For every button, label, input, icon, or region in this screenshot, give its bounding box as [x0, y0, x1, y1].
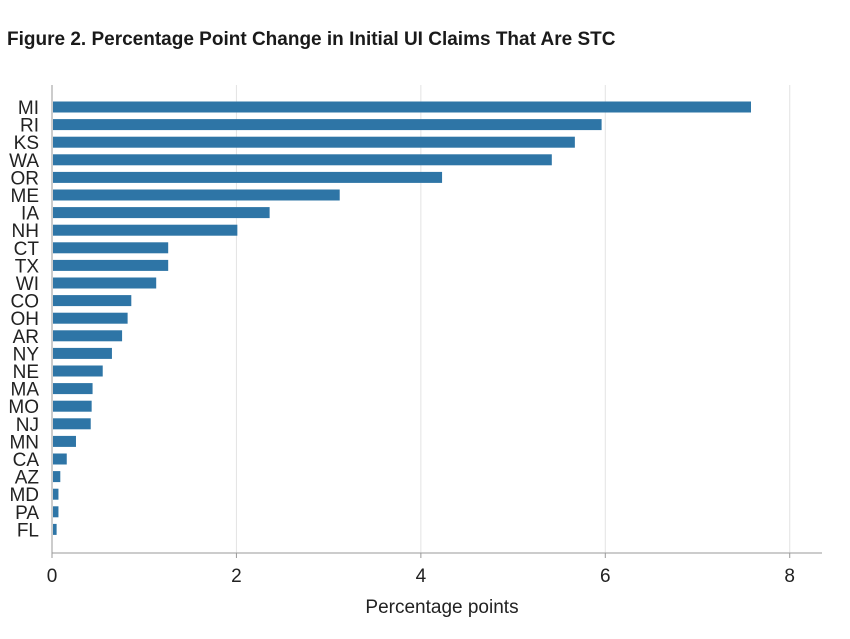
category-label-ma: MA — [11, 380, 40, 401]
bar-nj — [53, 418, 91, 430]
category-label-mn: MN — [9, 432, 39, 453]
category-label-or: OR — [11, 168, 40, 189]
x-tick-label-4: 4 — [416, 566, 427, 587]
category-label-ny: NY — [13, 344, 40, 365]
x-tick-label-6: 6 — [600, 566, 611, 587]
category-label-co: CO — [11, 292, 40, 313]
x-tick-label-8: 8 — [784, 566, 795, 587]
bar-pa — [53, 506, 59, 518]
category-label-az: AZ — [15, 468, 40, 489]
category-label-md: MD — [9, 485, 39, 506]
category-label-ks: KS — [14, 133, 39, 154]
bar-nh — [53, 224, 238, 236]
category-label-ct: CT — [14, 239, 40, 260]
bar-wa — [53, 154, 552, 166]
bar-ct — [53, 242, 169, 254]
category-label-wa: WA — [9, 151, 39, 172]
bar-co — [53, 295, 132, 307]
category-label-nj: NJ — [16, 415, 39, 436]
category-label-me: ME — [11, 186, 40, 207]
bar-tx — [53, 259, 169, 271]
x-tick-labels: 0 2 4 6 8 — [47, 553, 795, 587]
bars — [53, 101, 751, 535]
chart-title: Figure 2. Percentage Point Change in Ini… — [7, 29, 616, 50]
bar-ny — [53, 347, 112, 359]
bar-ca — [53, 453, 67, 465]
category-label-wi: WI — [16, 274, 39, 295]
category-label-ne: NE — [13, 362, 39, 383]
category-label-pa: PA — [15, 503, 39, 524]
bar-ar — [53, 330, 123, 342]
category-label-fl: FL — [17, 520, 39, 541]
x-tick-label-0: 0 — [47, 566, 58, 587]
bar-oh — [53, 312, 128, 324]
bar-az — [53, 471, 61, 483]
category-label-ar: AR — [13, 327, 39, 348]
category-label-mo: MO — [8, 397, 39, 418]
category-label-tx: TX — [15, 256, 40, 277]
x-tick-label-2: 2 — [231, 566, 242, 587]
bar-ne — [53, 365, 103, 377]
bar-ks — [53, 136, 575, 148]
category-label-ca: CA — [13, 450, 40, 471]
category-label-mi: MI — [18, 98, 39, 119]
bar-ma — [53, 383, 93, 395]
bar-wi — [53, 277, 157, 289]
bar-me — [53, 189, 340, 201]
bar-or — [53, 171, 443, 183]
bar-mi — [53, 101, 751, 113]
category-label-ia: IA — [21, 204, 39, 225]
category-labels: MIRIKSWAORMEIANHCTTXWICOOHARNYNEMAMONJMN… — [8, 98, 39, 541]
bar-md — [53, 488, 59, 500]
category-label-ri: RI — [20, 116, 39, 137]
bar-ri — [53, 119, 602, 131]
bar-mo — [53, 400, 92, 412]
bar-mn — [53, 435, 76, 447]
x-axis-label: Percentage points — [365, 597, 518, 618]
bar-fl — [53, 523, 57, 535]
category-label-nh: NH — [12, 221, 39, 242]
category-label-oh: OH — [11, 309, 40, 330]
bar-ia — [53, 207, 270, 219]
